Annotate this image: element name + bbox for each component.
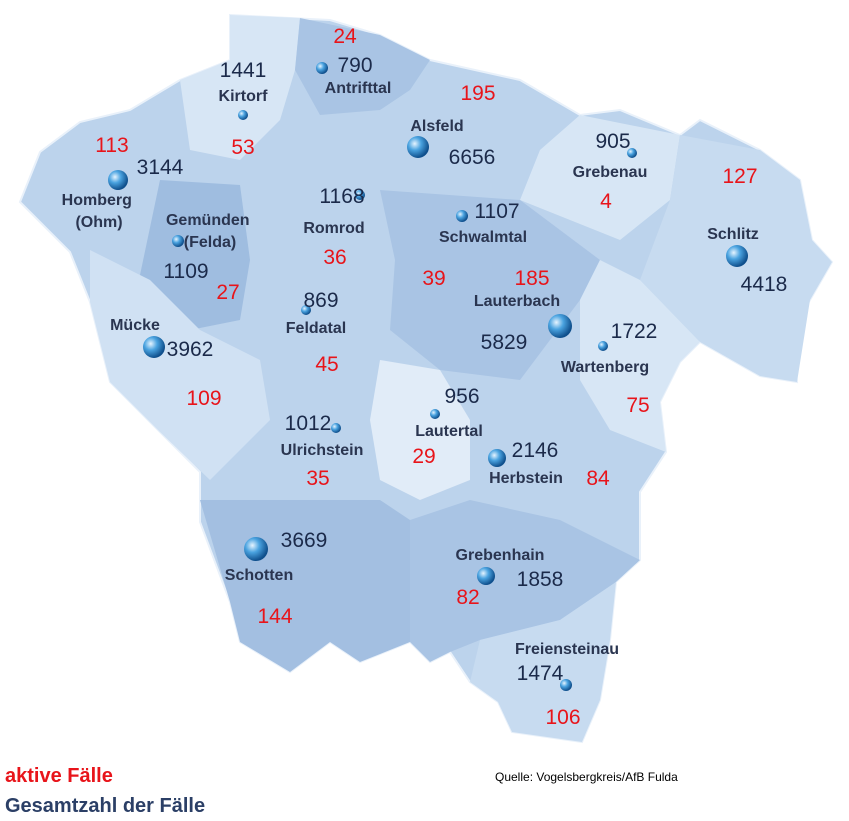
total-cases: 1441: [220, 59, 267, 82]
active-cases: 53: [231, 136, 254, 159]
active-cases: 185: [514, 267, 549, 290]
active-cases: 82: [456, 586, 479, 609]
town-name: Lautertal: [415, 423, 483, 440]
active-cases: 75: [626, 394, 649, 417]
town-marker: [456, 210, 468, 222]
town-name: Freiensteinau: [515, 641, 619, 658]
region: [580, 260, 700, 452]
total-cases: 3669: [281, 529, 328, 552]
active-cases: 113: [95, 134, 128, 157]
active-cases: 195: [460, 82, 495, 105]
total-cases: 1109: [163, 260, 208, 283]
total-cases: 2146: [512, 439, 559, 462]
total-cases: 790: [337, 54, 372, 77]
town-name: Antrifttal: [325, 80, 392, 97]
town-marker: [108, 170, 128, 190]
town-marker: [143, 336, 165, 358]
total-cases: 4418: [741, 273, 788, 296]
town-name: Lauterbach: [474, 293, 560, 310]
region: [470, 582, 616, 742]
town-marker: [598, 341, 608, 351]
total-cases: 956: [444, 385, 479, 408]
active-cases: 24: [333, 25, 357, 48]
region: [410, 500, 640, 662]
active-cases: 36: [323, 246, 346, 269]
active-cases: 84: [586, 467, 610, 490]
legend-active: aktive Fälle: [5, 765, 113, 787]
town-marker: [331, 423, 341, 433]
active-cases: 109: [186, 387, 221, 410]
source: Quelle: Vogelsbergkreis/AfB Fulda: [495, 770, 678, 784]
total-cases: 1858: [517, 568, 564, 591]
town-name: Romrod: [303, 220, 364, 237]
town-name: Gemünden (Felda): [166, 212, 254, 251]
active-cases: 106: [545, 706, 580, 729]
total-cases: 1722: [611, 320, 658, 343]
total-cases: 1012: [285, 412, 332, 435]
active-cases: 39: [422, 267, 445, 290]
active-cases: 45: [315, 353, 338, 376]
town-marker: [627, 148, 637, 158]
region: [140, 180, 250, 330]
region: [200, 500, 410, 672]
town-name: Schlitz: [707, 226, 759, 243]
town-marker: [560, 679, 572, 691]
town-name: Ulrichstein: [281, 442, 364, 459]
active-cases: 27: [216, 281, 239, 304]
total-cases: 869: [303, 289, 338, 312]
region: [90, 250, 270, 480]
active-cases: 4: [600, 190, 612, 213]
town-name: Grebenau: [573, 164, 648, 181]
town-marker: [548, 314, 572, 338]
town-marker: [477, 567, 495, 585]
town-marker: [316, 62, 328, 74]
town-name: Wartenberg: [561, 359, 649, 376]
total-cases: 3144: [137, 156, 184, 179]
town-name: Alsfeld: [410, 118, 463, 135]
town-marker: [301, 305, 311, 315]
town-name: Mücke: [110, 317, 160, 334]
legend-total: Gesamtzahl der Fälle: [5, 795, 205, 817]
total-cases: 1168: [319, 185, 364, 208]
town-marker: [244, 537, 268, 561]
region: [520, 115, 680, 240]
town-name: Schotten: [225, 567, 293, 584]
town-marker: [238, 110, 248, 120]
town-marker: [430, 409, 440, 419]
total-cases: 1474: [517, 662, 564, 685]
region: [295, 18, 430, 115]
town-marker: [407, 136, 429, 158]
active-cases: 35: [306, 467, 329, 490]
total-cases: 905: [595, 130, 630, 153]
town-marker: [488, 449, 506, 467]
active-cases: 144: [257, 605, 292, 628]
active-cases: 127: [722, 165, 757, 188]
town-marker: [726, 245, 748, 267]
active-cases: 29: [412, 445, 435, 468]
region: [180, 15, 300, 160]
total-cases: 5829: [481, 331, 528, 354]
town-marker: [172, 235, 184, 247]
town-name: Kirtorf: [219, 88, 269, 105]
total-cases: 3962: [167, 338, 214, 361]
town-name: Homberg (Ohm): [62, 192, 137, 231]
region: [380, 190, 600, 380]
town-name: Grebenhain: [456, 547, 545, 564]
town-name: Schwalmtal: [439, 229, 527, 246]
total-cases: 6656: [449, 146, 496, 169]
town-name: Herbstein: [489, 470, 563, 487]
region: [370, 360, 470, 500]
town-marker: [355, 190, 365, 200]
town-name: Feldatal: [286, 320, 346, 337]
total-cases: 1107: [474, 200, 519, 223]
